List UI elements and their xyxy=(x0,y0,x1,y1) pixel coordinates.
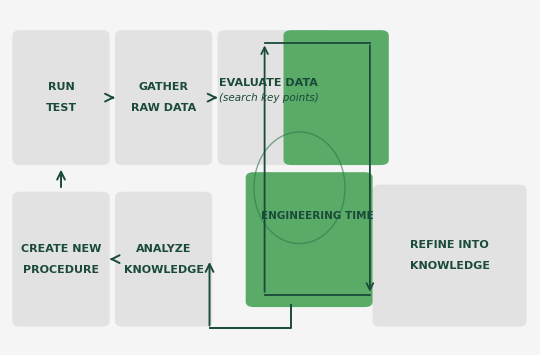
Text: ENGINEERING TIME: ENGINEERING TIME xyxy=(261,211,374,221)
FancyBboxPatch shape xyxy=(218,30,331,165)
Text: (search key points): (search key points) xyxy=(219,93,319,103)
Text: KNOWLEDGE: KNOWLEDGE xyxy=(409,261,490,271)
Text: TEST: TEST xyxy=(45,103,77,113)
FancyBboxPatch shape xyxy=(115,192,212,327)
FancyBboxPatch shape xyxy=(12,192,110,327)
FancyBboxPatch shape xyxy=(115,30,212,165)
Text: GATHER: GATHER xyxy=(139,82,188,92)
Text: REFINE INTO: REFINE INTO xyxy=(410,240,489,250)
Text: RUN: RUN xyxy=(48,82,75,92)
FancyBboxPatch shape xyxy=(12,30,110,165)
Text: EVALUATE DATA: EVALUATE DATA xyxy=(219,78,319,88)
Text: ANALYZE: ANALYZE xyxy=(136,244,191,253)
Text: RAW DATA: RAW DATA xyxy=(131,103,196,113)
FancyBboxPatch shape xyxy=(373,185,526,327)
Text: KNOWLEDGE: KNOWLEDGE xyxy=(124,265,204,275)
Text: CREATE NEW: CREATE NEW xyxy=(21,244,101,253)
FancyBboxPatch shape xyxy=(246,172,373,307)
Text: PROCEDURE: PROCEDURE xyxy=(23,265,99,275)
FancyBboxPatch shape xyxy=(284,30,389,165)
